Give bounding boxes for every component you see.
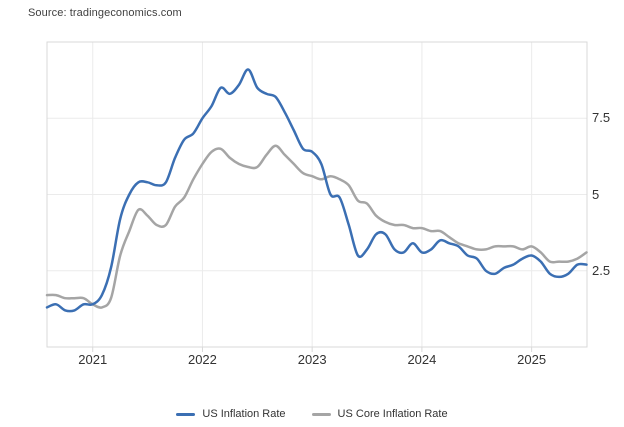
x-tick-label: 2023 xyxy=(297,352,327,367)
y-tick-label: 5 xyxy=(592,187,600,203)
x-tick-label: 2024 xyxy=(407,352,437,367)
legend-item-us-inflation-rate[interactable]: US Inflation Rate xyxy=(176,408,286,420)
x-tick-label: 2021 xyxy=(78,352,108,367)
legend-label: US Inflation Rate xyxy=(202,408,286,420)
x-tick-label: 2025 xyxy=(517,352,547,367)
x-tick-label: 2022 xyxy=(187,352,217,367)
line-marker-icon xyxy=(176,412,196,416)
line-marker-icon xyxy=(311,412,331,416)
legend-label: US Core Inflation Rate xyxy=(337,408,448,420)
source-label: Source: tradingeconomics.com xyxy=(28,7,182,19)
legend: US Inflation Rate US Core Inflation Rate xyxy=(0,408,624,420)
y-tick-label: 2.5 xyxy=(592,263,611,279)
y-tick-label: 7.5 xyxy=(592,110,611,126)
legend-item-us-core-inflation-rate[interactable]: US Core Inflation Rate xyxy=(311,408,448,420)
